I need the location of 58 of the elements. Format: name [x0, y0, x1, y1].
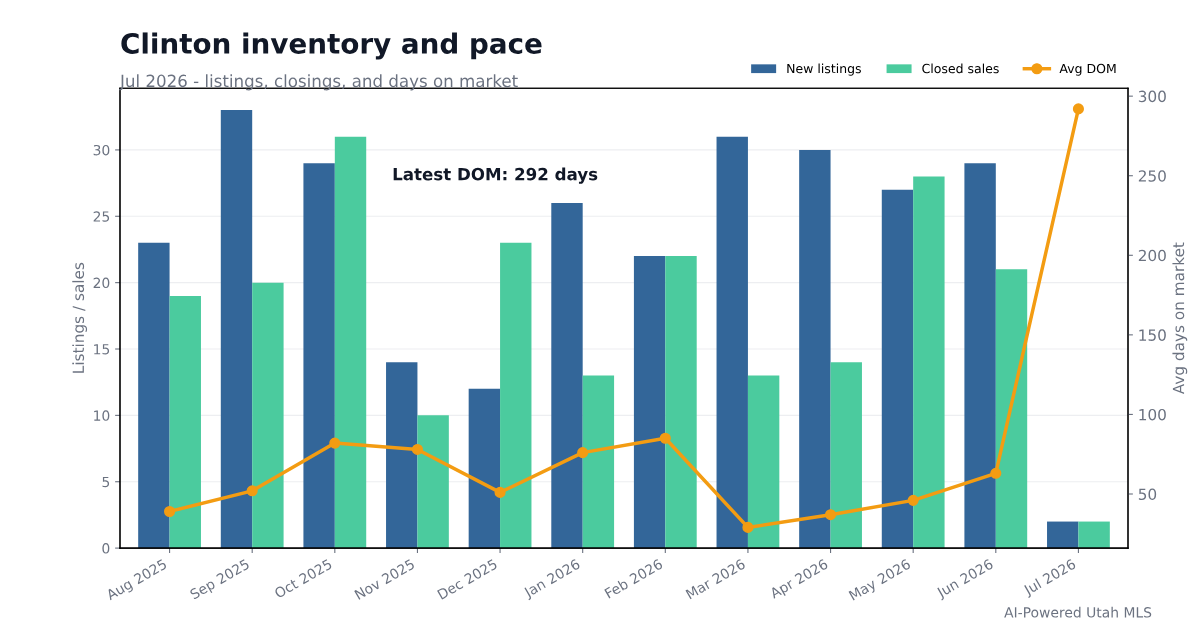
bar: [220, 110, 253, 549]
legend-label: Avg DOM: [1059, 63, 1116, 76]
point: [411, 443, 423, 455]
y2-tick-label: 250: [1138, 170, 1166, 182]
y2-axis-title: Avg days on market: [1172, 242, 1188, 395]
point: [825, 509, 837, 521]
bar: [799, 149, 831, 549]
bar: [995, 269, 1028, 549]
y-tick-label: 30: [93, 144, 110, 156]
y2-tick-label: 100: [1139, 408, 1166, 421]
bar: [551, 203, 583, 549]
text: AI-Powered Utah MLS: [1004, 606, 1152, 618]
y2-tick-label: 300: [1138, 90, 1166, 103]
bar: [913, 176, 945, 549]
point: [164, 505, 176, 518]
y-tick-label: 15: [94, 344, 110, 355]
bar: [468, 388, 501, 549]
y2-tick-label: 50: [1138, 488, 1157, 501]
point: [907, 494, 919, 506]
y-tick-label: 5: [102, 476, 110, 488]
bar: [747, 375, 780, 549]
bar: [830, 362, 862, 549]
bar: [665, 256, 697, 549]
bar: [1047, 521, 1079, 549]
bar: [881, 189, 914, 549]
bar: [386, 362, 418, 549]
bar: [1078, 521, 1110, 549]
point: [659, 432, 671, 444]
y2-tick-label: 200: [1138, 249, 1166, 262]
point: [990, 467, 1002, 479]
point: [577, 447, 589, 459]
bar: [716, 136, 748, 549]
bar: [500, 242, 532, 549]
y2-tick-label: 150: [1139, 329, 1166, 341]
bar: [303, 163, 335, 549]
legend-label: New listings: [787, 63, 861, 76]
bar: [417, 415, 449, 549]
chart-subtitle: Jul 2026 - listings, closings, and days on market: [119, 74, 518, 91]
y-tick-label: 10: [94, 410, 110, 421]
bar: [964, 163, 996, 549]
bar: [169, 295, 201, 549]
bar: [138, 242, 170, 549]
bar: [252, 282, 284, 549]
point: [329, 437, 341, 449]
y-tick-label: 20: [93, 277, 110, 289]
chart-title: Clinton inventory and pace: [121, 32, 542, 60]
point: [742, 521, 754, 533]
annotation: Latest DOM: 292 days: [393, 167, 598, 184]
y-axis-title: Listings / sales: [72, 262, 88, 373]
y-tick-label: 25: [93, 211, 110, 222]
y-tick-label: 0: [102, 543, 110, 554]
legend-label: Closed sales: [922, 63, 999, 74]
point: [494, 486, 506, 498]
bar: [334, 136, 367, 549]
point: [246, 485, 258, 497]
bar: [582, 375, 615, 549]
bar: [633, 256, 666, 549]
point: [1072, 103, 1084, 115]
